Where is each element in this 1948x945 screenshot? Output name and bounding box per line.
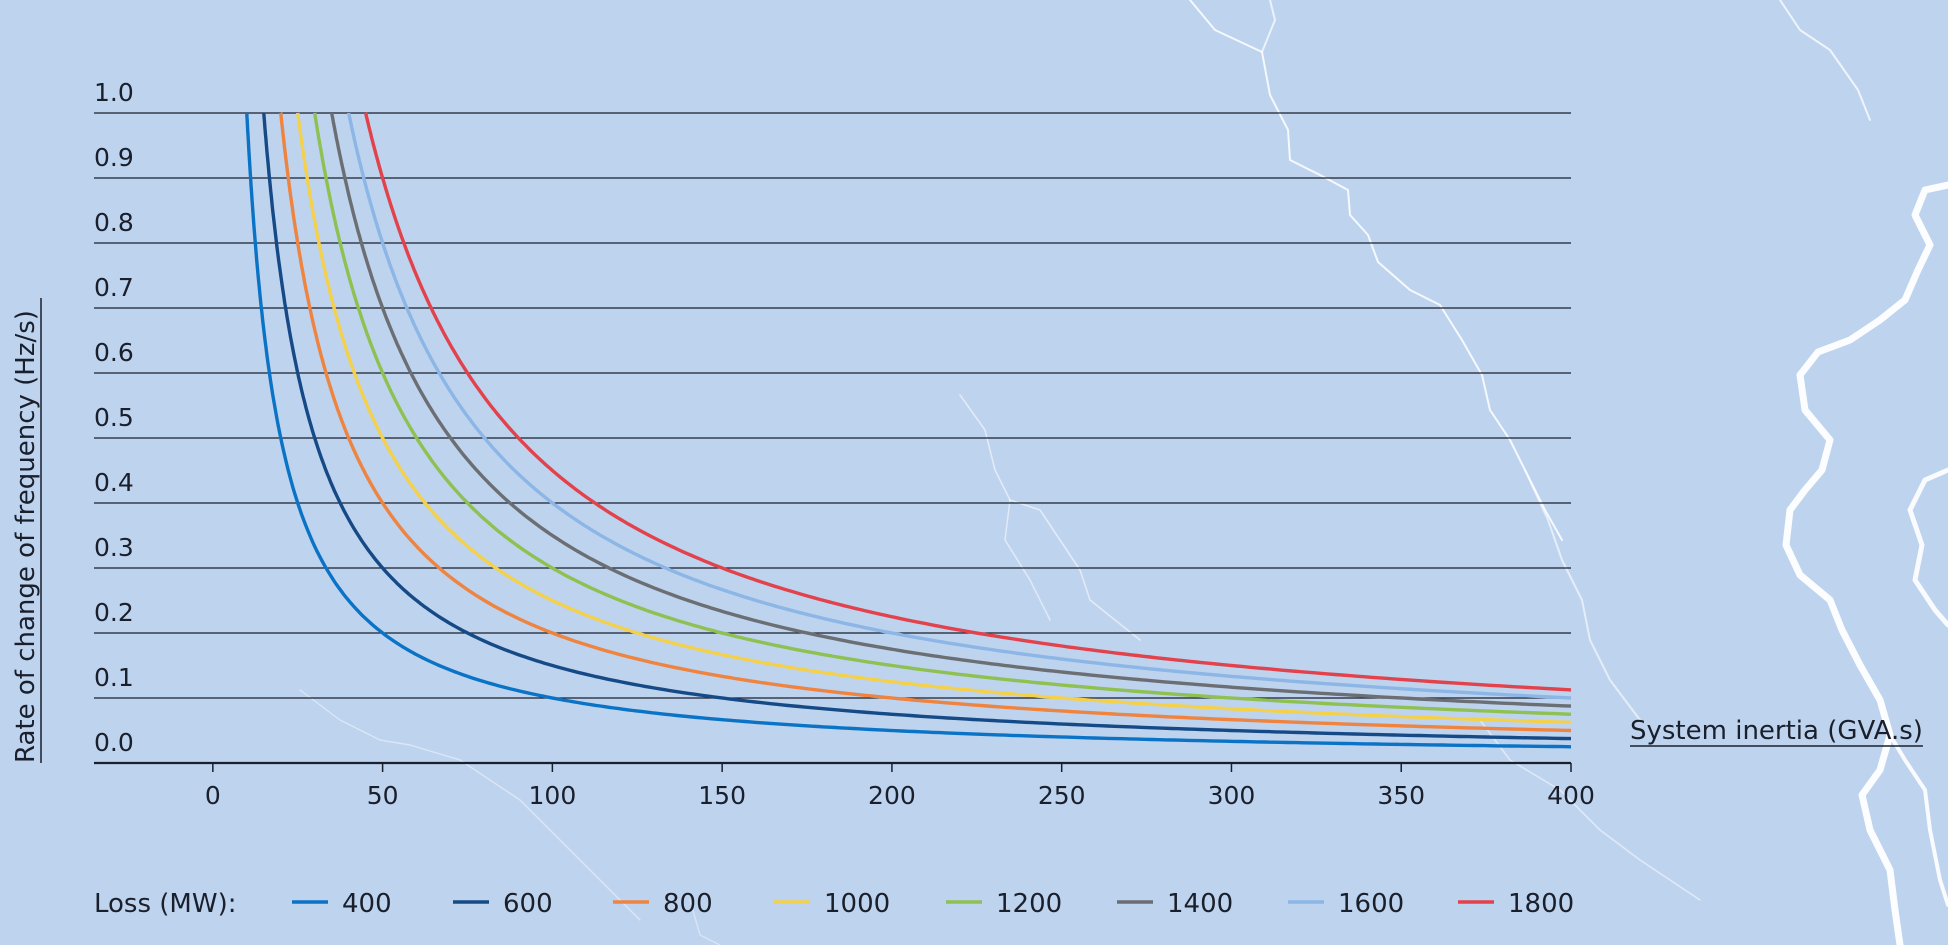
x-tick-label: 50: [367, 781, 399, 810]
x-tick-label: 300: [1208, 781, 1256, 810]
legend-label-600: 600: [503, 889, 553, 919]
legend-label-1800: 1800: [1508, 889, 1574, 919]
y-tick-label: 0.9: [94, 143, 134, 172]
x-tick-label: 250: [1038, 781, 1086, 810]
lightning-background: [299, 0, 1948, 945]
series-lines: [245, 111, 1572, 749]
y-tick-label: 0.1: [94, 663, 134, 692]
x-tick-label: 150: [698, 781, 746, 810]
series-line-1800: [363, 111, 1572, 692]
y-tick-label: 0.5: [94, 403, 134, 432]
y-tick-label: 0.7: [94, 273, 134, 302]
legend-label-1600: 1600: [1338, 889, 1404, 919]
series-line-800: [279, 111, 1572, 733]
series-line-1000: [296, 111, 1572, 725]
y-tick-label: 0.3: [94, 533, 134, 562]
x-tick-label: 400: [1547, 781, 1595, 810]
x-tick-label: 350: [1377, 781, 1425, 810]
x-axis-ticks: 0 50 100 150 200 250 300 350 400: [205, 763, 1595, 810]
x-tick-label: 100: [529, 781, 577, 810]
y-axis-title: Rate of change of frequency (Hz/s): [11, 310, 41, 763]
legend-label-800: 800: [663, 889, 713, 919]
legend-label-400: 400: [342, 889, 392, 919]
x-axis-title: System inertia (GVA.s): [1630, 716, 1923, 746]
legend-label-1000: 1000: [824, 889, 890, 919]
x-tick-label: 0: [205, 781, 221, 810]
legend-label-1400: 1400: [1167, 889, 1233, 919]
series-line-400: [245, 111, 1572, 749]
x-tick-label: 200: [868, 781, 916, 810]
y-tick-label: 0.4: [94, 468, 134, 497]
series-line-1200: [313, 111, 1572, 716]
legend-title: Loss (MW):: [94, 889, 236, 919]
legend-label-1200: 1200: [996, 889, 1062, 919]
y-axis-ticks: 0.0 0.1 0.2 0.3 0.4 0.5 0.6 0.7 0.8 0.9 1.0: [94, 78, 134, 757]
series-line-600: [262, 111, 1572, 741]
y-tick-label: 0.2: [94, 598, 134, 627]
y-tick-label: 0.8: [94, 208, 134, 237]
y-tick-label: 0.6: [94, 338, 134, 367]
series-line-1400: [330, 111, 1572, 708]
y-tick-label: 1.0: [94, 78, 134, 107]
series-line-1600: [347, 111, 1572, 700]
legend: Loss (MW): 400 600 800 1000 1200 1400 1600 1800: [94, 889, 1574, 919]
gridlines: [94, 112, 1571, 765]
y-tick-label: 0.0: [94, 728, 134, 757]
